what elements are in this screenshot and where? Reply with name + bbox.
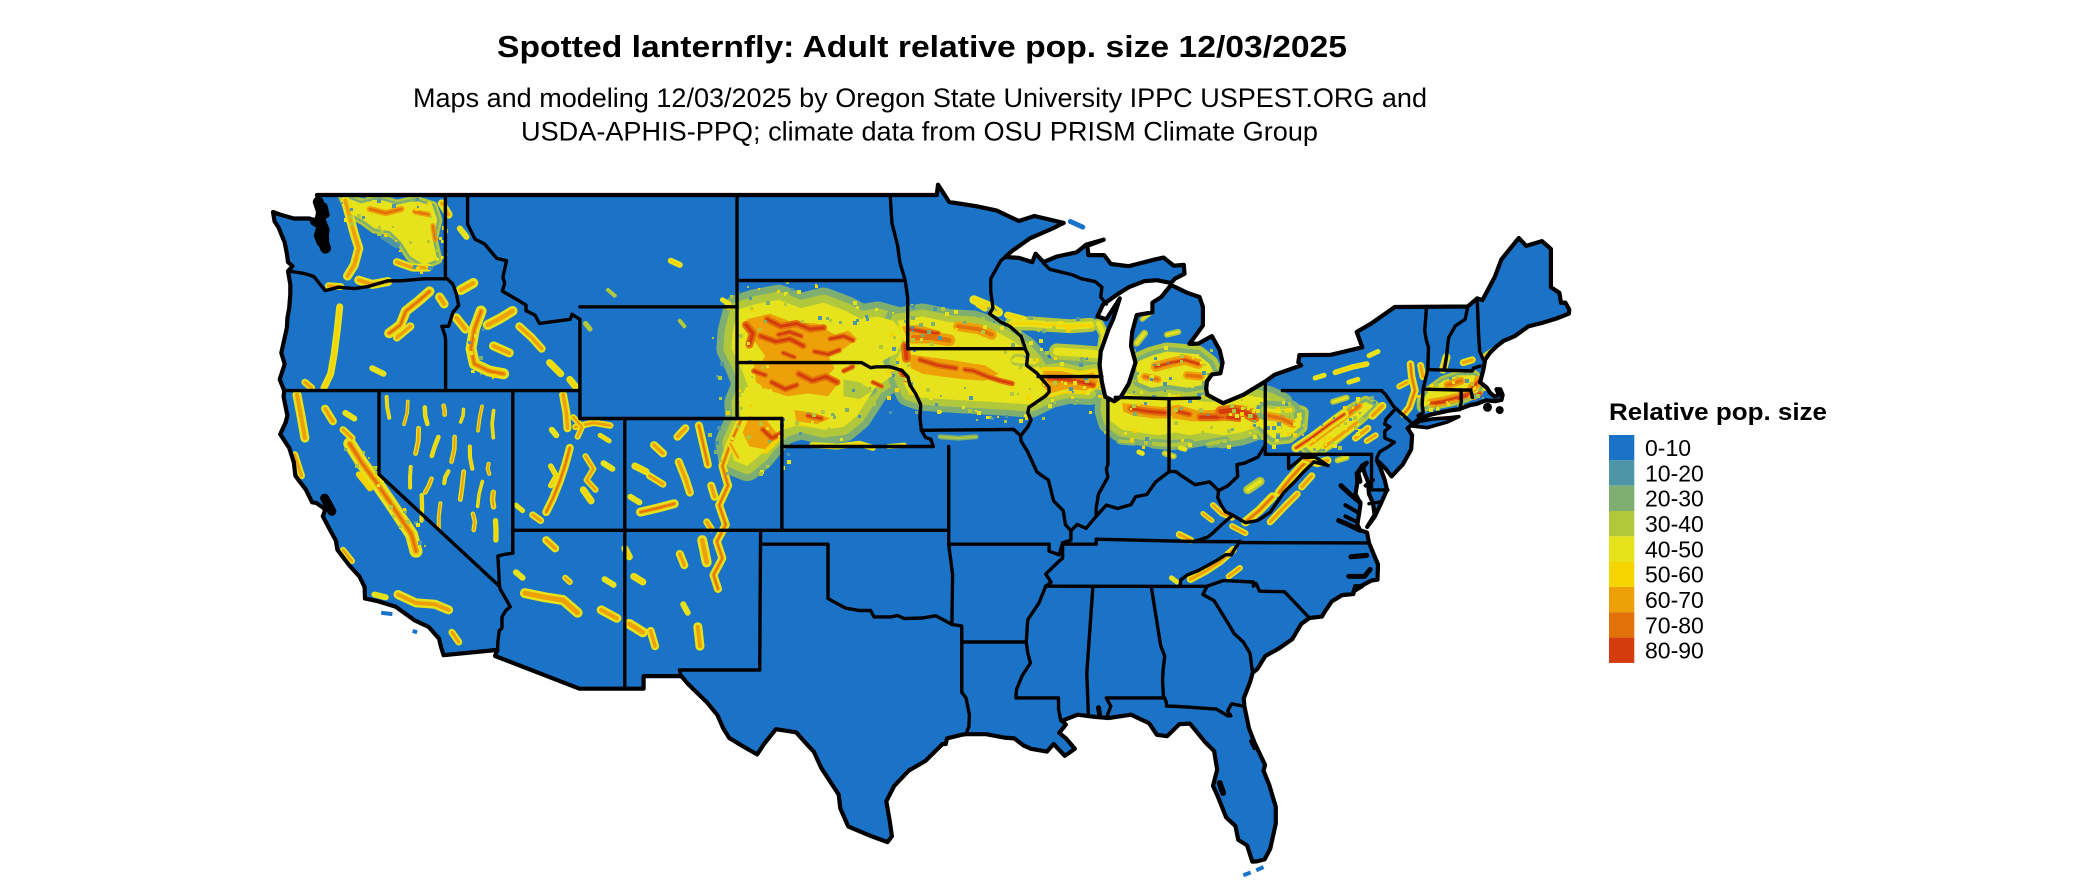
svg-text:70-80: 70-80 xyxy=(1645,612,1704,638)
svg-text:Spotted lanternfly: Adult rela: Spotted lanternfly: Adult relative pop. … xyxy=(497,29,1347,64)
svg-text:50-60: 50-60 xyxy=(1645,562,1704,588)
svg-text:USDA-APHIS-PPQ; climate data f: USDA-APHIS-PPQ; climate data from OSU PR… xyxy=(521,117,1318,147)
svg-text:Maps and modeling 12/03/2025 b: Maps and modeling 12/03/2025 by Oregon S… xyxy=(413,83,1427,113)
svg-text:10-20: 10-20 xyxy=(1645,460,1704,486)
svg-text:80-90: 80-90 xyxy=(1645,638,1704,664)
svg-text:20-30: 20-30 xyxy=(1645,486,1704,512)
svg-text:30-40: 30-40 xyxy=(1645,511,1704,537)
svg-text:60-70: 60-70 xyxy=(1645,587,1704,613)
svg-text:Relative pop. size: Relative pop. size xyxy=(1609,399,1827,426)
svg-text:0-10: 0-10 xyxy=(1645,435,1691,461)
svg-text:40-50: 40-50 xyxy=(1645,536,1704,562)
